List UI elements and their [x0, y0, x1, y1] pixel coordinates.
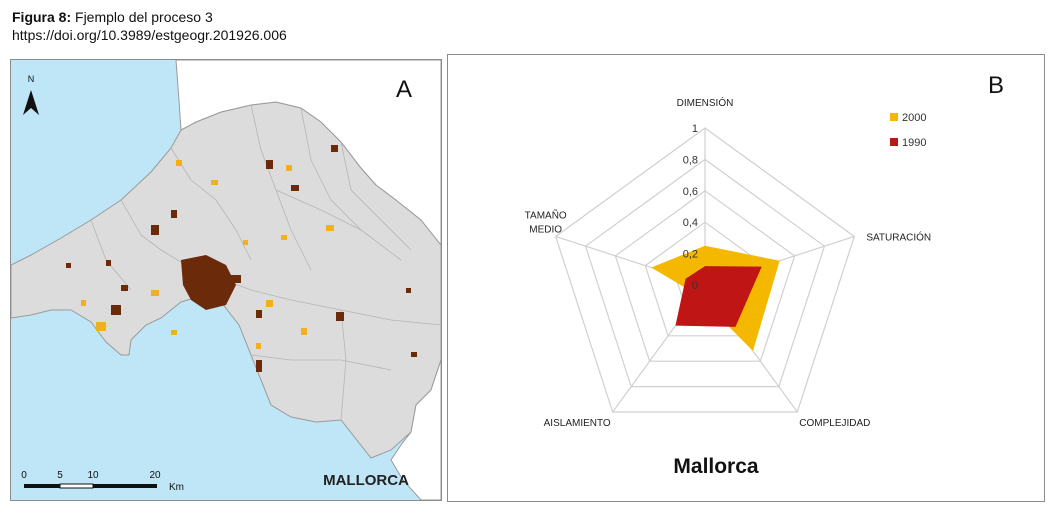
southeast-coast	[390, 359, 441, 500]
radar-title: Mallorca	[673, 455, 759, 478]
radar-panel: 0 0,2 0,4 0,6 0,8 1 DIMENSIÓN SATURACIÓN COMPLE…	[447, 54, 1045, 502]
legend-swatch-1990	[890, 138, 898, 146]
axis-label: AISLAMIENTO	[544, 418, 611, 429]
map-figure: N A MALLORCA 0 5 10 20 Km	[11, 60, 441, 500]
radar-tick-labels: 0 0,2 0,4 0,6 0,8 1	[683, 123, 698, 292]
caption-title-line: Figura 8: Fjemplo del proceso 3	[12, 8, 287, 26]
axis-label: TAMAÑO	[525, 208, 567, 221]
urban-2000-patches	[81, 160, 334, 349]
figure-title: Fjemplo del proceso 3	[75, 9, 213, 25]
urban-1990-patches	[66, 145, 417, 372]
radar-axis-labels: DIMENSIÓN SATURACIÓN COMPLEJIDAD AISLAMIENT…	[525, 96, 931, 429]
axis-label: SATURACIÓN	[866, 230, 931, 243]
scale-bar-segment	[24, 484, 60, 488]
north-arrow: N	[23, 74, 39, 115]
north-arrow-icon	[23, 90, 39, 115]
axis-label: MEDIO	[529, 224, 562, 235]
legend: 2000 1990	[890, 112, 926, 149]
radar-panel-letter: B	[988, 72, 1004, 99]
axis-label: COMPLEJIDAD	[799, 418, 870, 429]
north-land	[175, 60, 441, 246]
region-label: MALLORCA	[323, 472, 409, 489]
grid-ring	[614, 190, 796, 362]
scale-tick-label: 5	[57, 470, 63, 481]
scale-tick-label: 0	[21, 470, 27, 481]
scale-unit: Km	[169, 482, 184, 493]
r-tick-label: 0,6	[683, 186, 698, 198]
r-tick-label: 1	[692, 123, 698, 135]
r-tick-label: 0	[692, 280, 698, 292]
map-panel-letter: A	[396, 76, 412, 103]
municipal-boundaries	[90, 104, 441, 421]
radar-series	[651, 245, 780, 352]
axis-label: DIMENSIÓN	[677, 96, 734, 109]
north-label: N	[28, 74, 35, 84]
series-1990	[675, 266, 762, 327]
legend-label-1990: 1990	[902, 137, 926, 149]
doi-link[interactable]: https://doi.org/10.3989/estgeogr.201926.…	[12, 27, 287, 43]
grid-ring	[584, 158, 826, 388]
r-tick-label: 0,4	[683, 217, 698, 229]
scale-bar-segment	[59, 483, 94, 489]
map-panel: N A MALLORCA 0 5 10 20 Km	[10, 59, 442, 501]
radar-chart: 0 0,2 0,4 0,6 0,8 1 DIMENSIÓN SATURACIÓN COMPLE…	[525, 72, 1004, 478]
scale-tick-label: 10	[87, 470, 99, 481]
figure-caption: Figura 8: Fjemplo del proceso 3 https://…	[12, 8, 287, 44]
figure-label: Figura 8:	[12, 9, 72, 25]
scale-bar-segment	[93, 484, 157, 488]
legend-swatch-2000	[890, 113, 898, 121]
scale-tick-label: 20	[149, 470, 161, 481]
grid-ring	[554, 127, 856, 413]
r-tick-label: 0,2	[683, 249, 698, 261]
scale-bar: 0 5 10 20 Km	[21, 470, 184, 493]
legend-label-2000: 2000	[902, 112, 926, 124]
r-tick-label: 0,8	[683, 154, 698, 166]
